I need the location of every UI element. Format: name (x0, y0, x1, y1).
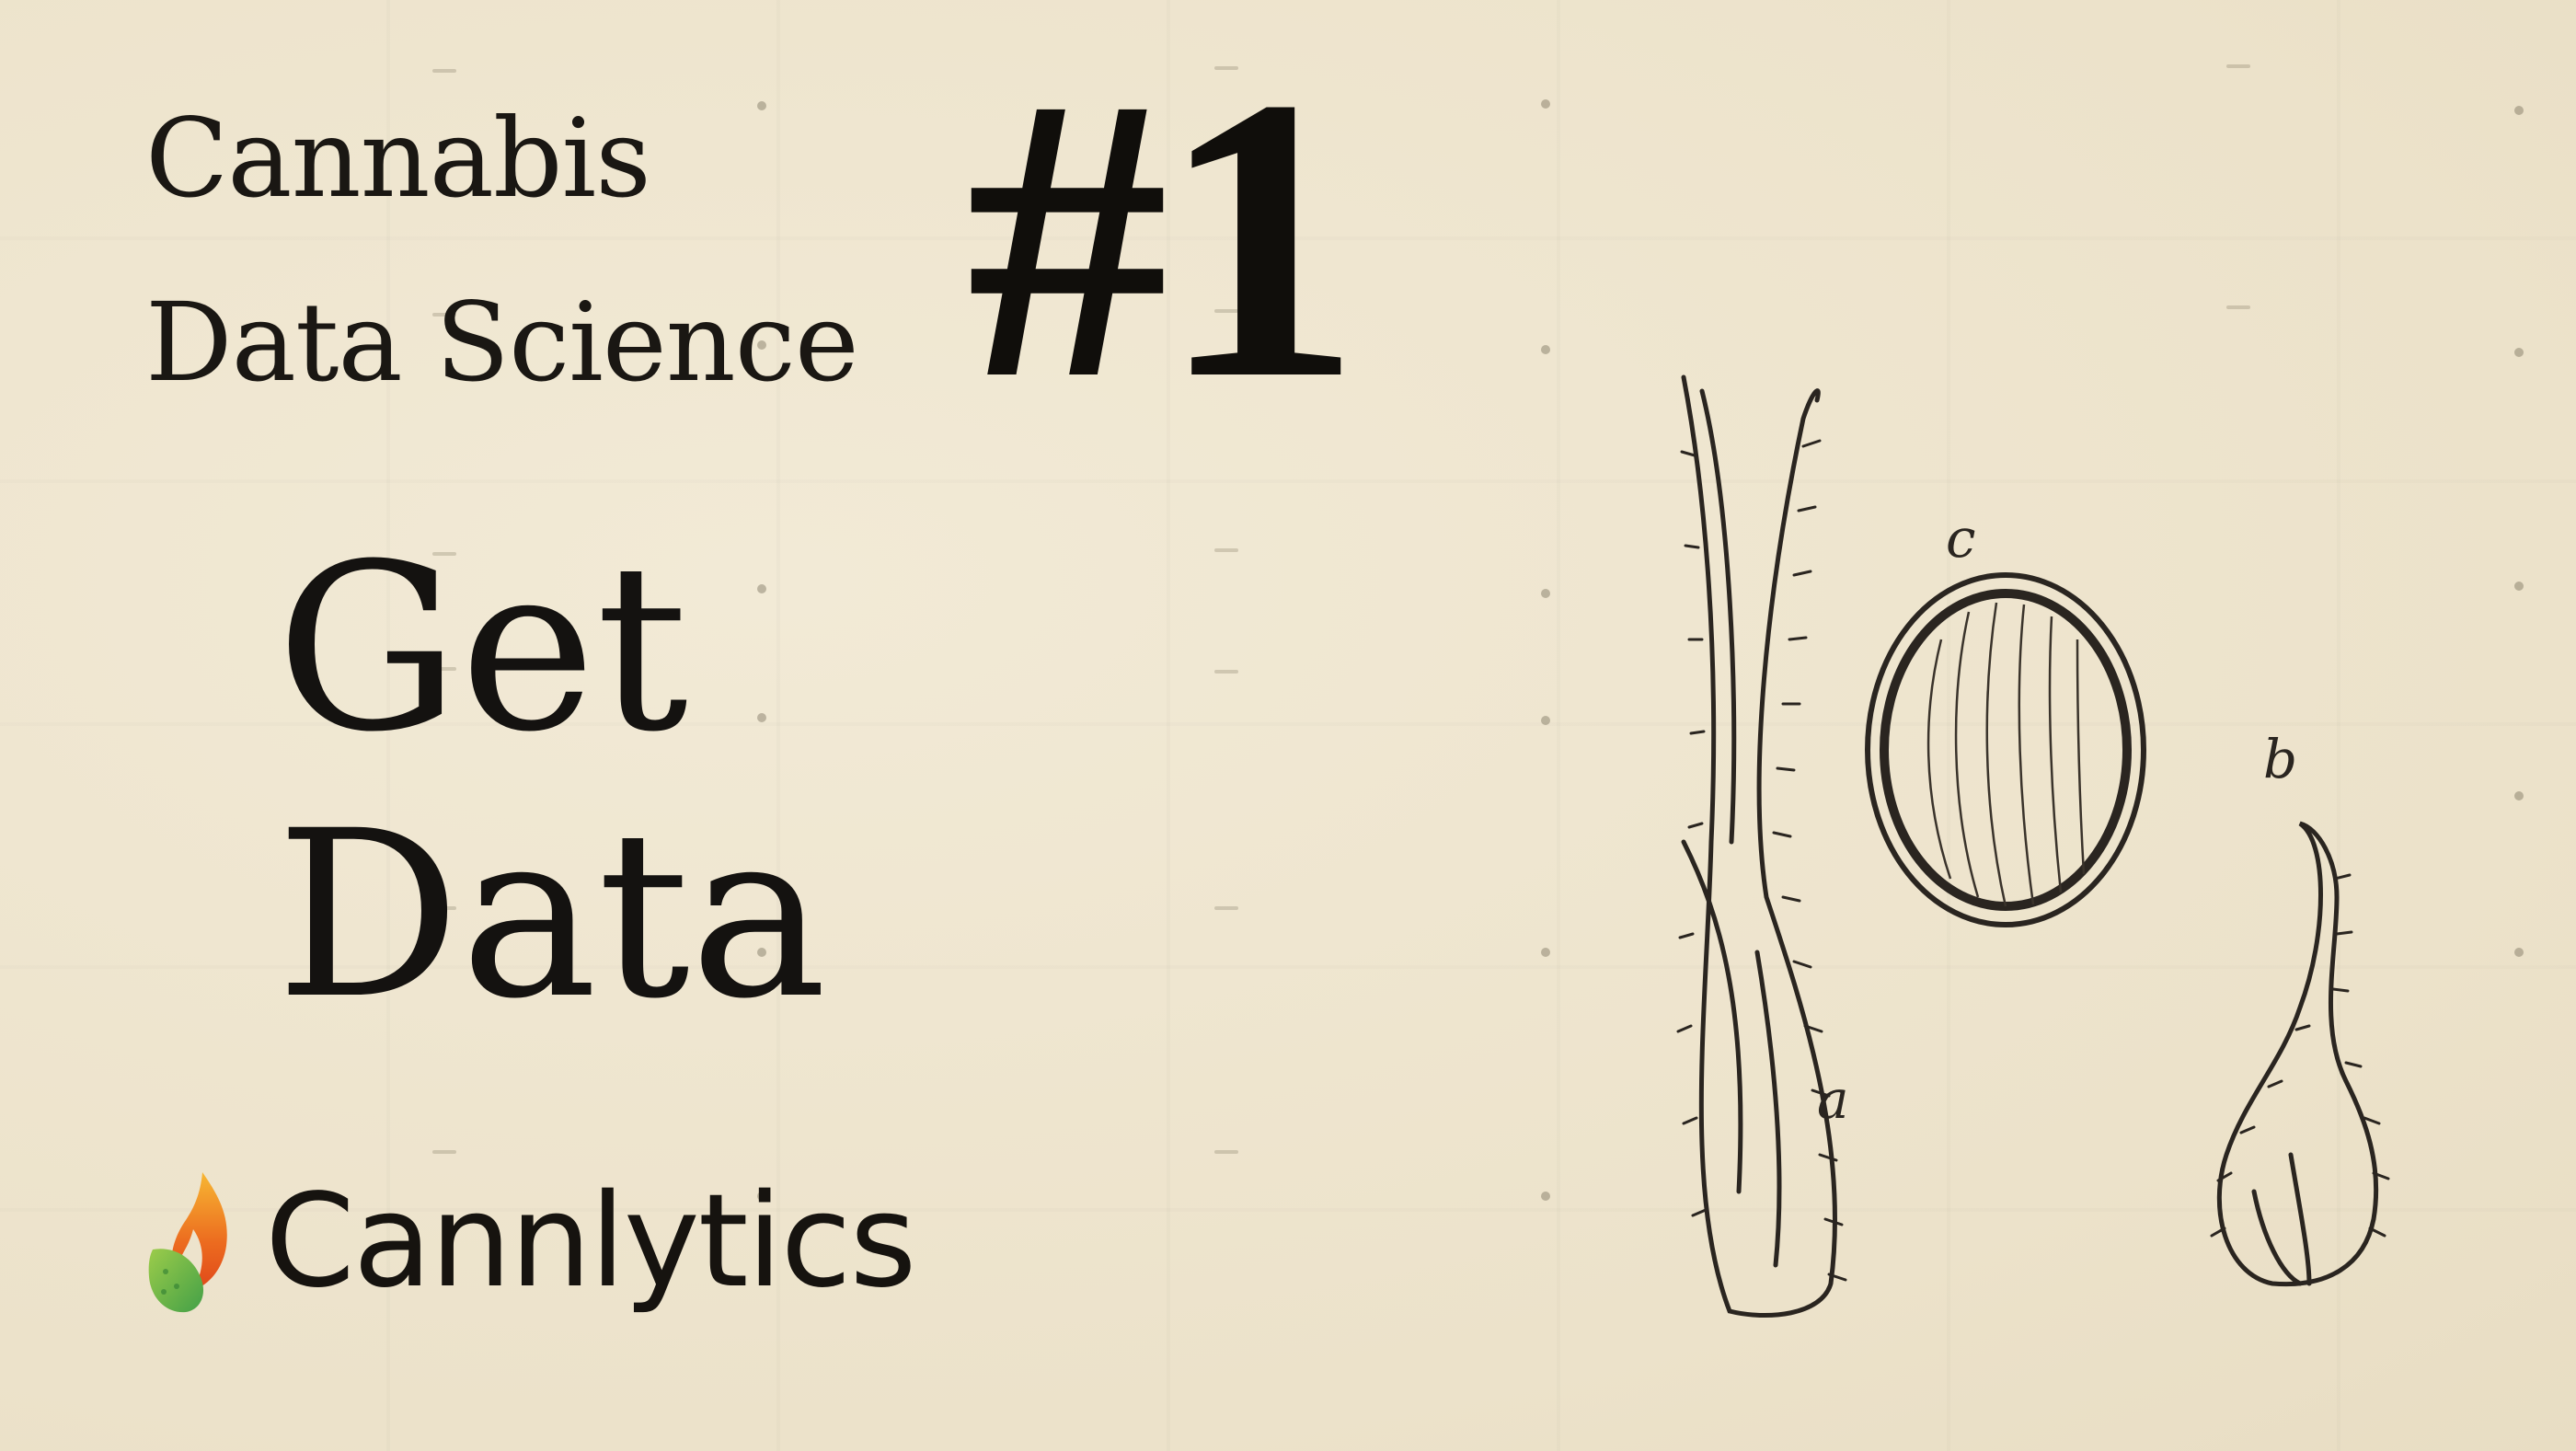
paper-dash (1214, 1150, 1238, 1154)
brand-name: Cannlytics (265, 1167, 916, 1317)
episode-title-line-1: Get (276, 514, 689, 782)
paper-dash (432, 906, 456, 910)
episode-number: #1 (966, 15, 1362, 463)
series-title-line-2: Data Science (145, 279, 859, 406)
paper-dash (432, 667, 456, 671)
paper-speck (1541, 948, 1550, 957)
series-title-line-1: Cannabis (145, 95, 651, 222)
label-c: c (1946, 507, 1975, 570)
seed-engraving-illustration: a b c (1676, 374, 2390, 1318)
paper-speck (757, 340, 766, 350)
paper-speck (2514, 948, 2524, 957)
paper-dash (1214, 66, 1238, 70)
paper-speck (2514, 791, 2524, 800)
episode-title: Get Data (276, 515, 827, 1049)
episode-title-line-2: Data (276, 781, 827, 1049)
paper-speck (757, 101, 766, 110)
paper-speck (757, 1192, 766, 1201)
paper-dash (1214, 309, 1238, 313)
paper-dash (2226, 305, 2250, 309)
paper-dash (1214, 548, 1238, 552)
seed-oval (1865, 572, 2146, 927)
paper-speck (757, 948, 766, 957)
paper-speck (1541, 1192, 1550, 1201)
brand-lockup: Cannlytics (145, 1167, 916, 1317)
paper-speck (2514, 106, 2524, 115)
flame-leaf-icon (148, 1172, 227, 1313)
series-title: Cannabis Data Science (145, 66, 859, 434)
paper-speck (1541, 589, 1550, 598)
paper-dash (432, 313, 456, 317)
paper-speck (757, 713, 766, 722)
paper-dash (1214, 906, 1238, 910)
paper-speck (1541, 345, 1550, 354)
paper-speck (2514, 582, 2524, 591)
label-a: a (1817, 1068, 1849, 1131)
paper-dash (432, 552, 456, 556)
paper-speck (2514, 348, 2524, 357)
label-b: b (2263, 728, 2297, 790)
paper-dash (432, 1150, 456, 1154)
paper-speck (757, 584, 766, 593)
paper-speck (1541, 716, 1550, 725)
paper-dash (432, 69, 456, 73)
paper-dash (1214, 670, 1238, 674)
paper-speck (1541, 99, 1550, 109)
paper-dash (2226, 64, 2250, 68)
